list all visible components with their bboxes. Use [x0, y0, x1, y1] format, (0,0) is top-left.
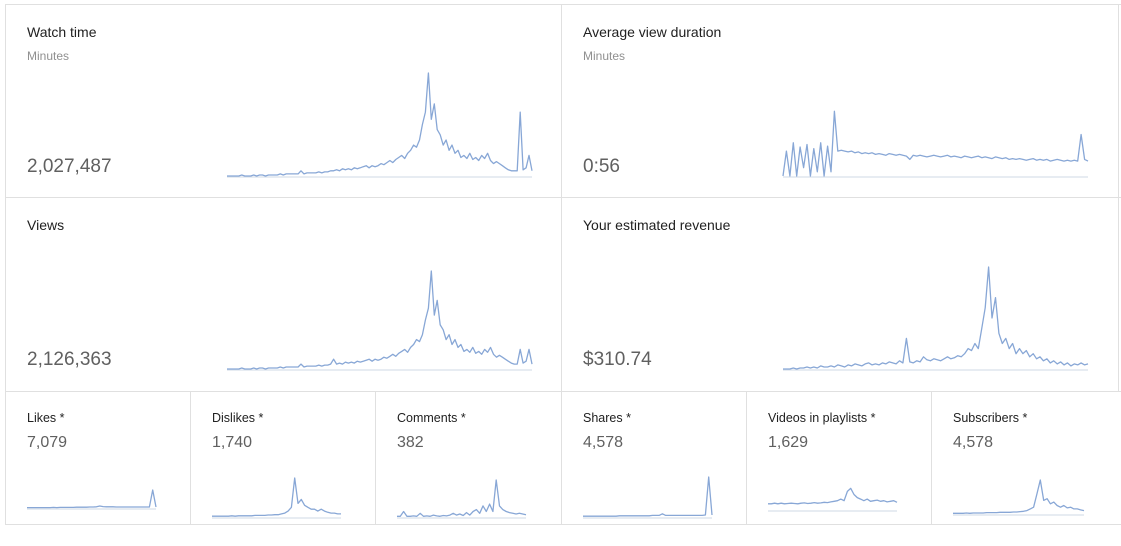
- watch-time-sparkline: [227, 72, 533, 178]
- videos-in-playlists-total: 1,629: [768, 434, 809, 451]
- sparkline-series: [768, 487, 898, 505]
- avg-view-duration-sparkline: [782, 110, 1089, 178]
- comments-sparkline: [397, 479, 527, 519]
- sparkline-series: [583, 476, 713, 517]
- grid-line-summary-top: [5, 391, 1121, 392]
- grid-line-small-4: [931, 391, 932, 525]
- subscribers-total: 4,578: [953, 434, 994, 451]
- grid-line-top: [5, 4, 1121, 5]
- comments-total: 382: [397, 434, 424, 451]
- revenue-title: Your estimated revenue: [583, 217, 731, 233]
- grid-line-center: [561, 4, 562, 525]
- subscribers-title: Subscribers *: [953, 411, 1028, 425]
- sparkline-series: [212, 477, 341, 517]
- grid-line-right: [1118, 4, 1119, 392]
- dislikes-total: 1,740: [212, 434, 253, 451]
- sparkline-series: [783, 266, 1089, 370]
- shares-total: 4,578: [583, 434, 624, 451]
- sparkline-series: [397, 479, 527, 517]
- avg-view-duration-title: Average view duration: [583, 24, 722, 40]
- watch-time-subtitle: Minutes: [27, 49, 70, 63]
- videos-in-playlists-sparkline: [768, 487, 898, 512]
- likes-title: Likes *: [27, 411, 65, 425]
- grid-line-bottom: [5, 524, 1121, 525]
- avg-view-duration-subtitle: Minutes: [583, 49, 626, 63]
- likes-total: 7,079: [27, 434, 68, 451]
- watch-time-total: 2,027,487: [27, 156, 112, 177]
- grid-line-middle: [5, 197, 1121, 198]
- revenue-total: $310.74: [583, 349, 652, 370]
- dislikes-sparkline: [212, 477, 341, 519]
- views-total: 2,126,363: [27, 349, 112, 370]
- shares-title: Shares *: [583, 411, 631, 425]
- comments-title: Comments *: [397, 411, 466, 425]
- views-title: Views: [27, 217, 65, 233]
- sparkline-series: [953, 479, 1085, 514]
- revenue-sparkline: [783, 266, 1089, 371]
- sparkline-series: [227, 270, 533, 370]
- likes-sparkline: [27, 489, 157, 510]
- shares-sparkline: [583, 476, 713, 519]
- dislikes-title: Dislikes *: [212, 411, 264, 425]
- subscribers-sparkline: [953, 479, 1085, 516]
- grid-line-small-3: [746, 391, 747, 525]
- watch-time-title: Watch time: [27, 24, 97, 40]
- grid-line-small-2: [375, 391, 376, 525]
- sparkline-series: [782, 110, 1089, 177]
- videos-in-playlists-title: Videos in playlists *: [768, 411, 876, 425]
- views-sparkline: [227, 270, 533, 371]
- sparkline-series: [227, 72, 533, 177]
- grid-line-small-1: [190, 391, 191, 525]
- grid-line-left: [5, 4, 6, 525]
- avg-view-duration-total: 0:56: [583, 156, 620, 177]
- sparkline-series: [27, 489, 157, 509]
